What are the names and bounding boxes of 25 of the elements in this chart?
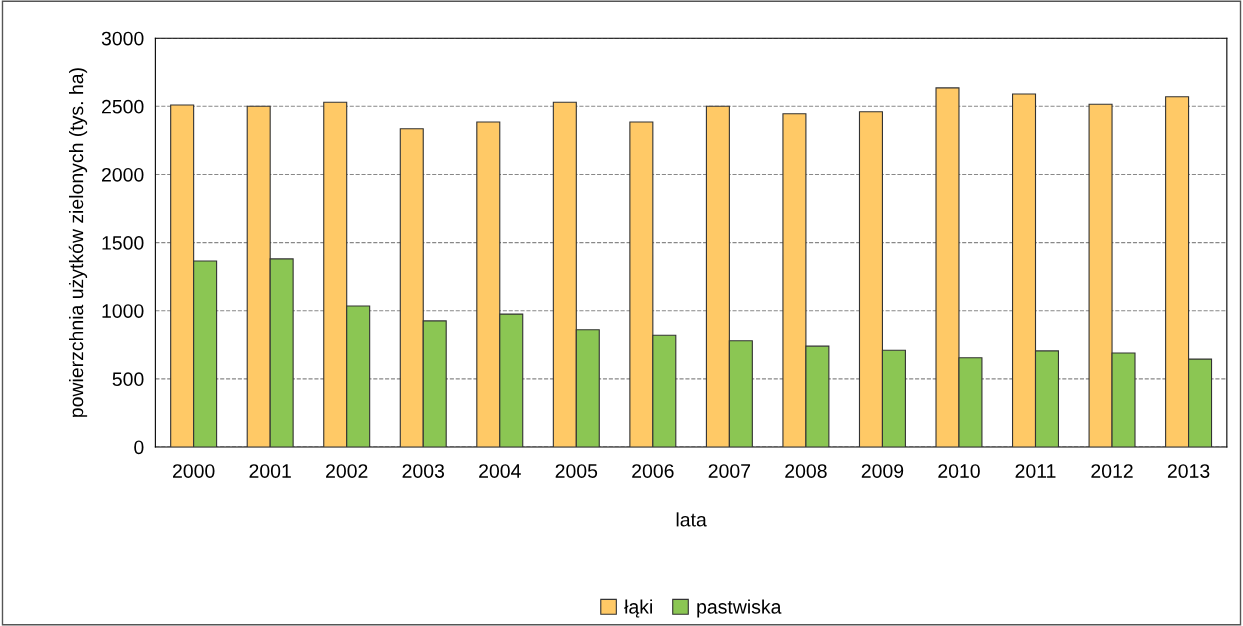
y-tick-label: 1500 <box>102 236 144 250</box>
x-tick-label: 2005 <box>555 464 598 478</box>
x-tick-label: 2010 <box>938 464 980 478</box>
y-tick-label: 500 <box>112 372 144 387</box>
legend-label: łąki <box>624 599 652 618</box>
y-tick-label: 1000 <box>102 304 144 318</box>
legend-label: pastwiska <box>697 599 782 618</box>
y-tick-label: 2500 <box>101 99 144 114</box>
y-tick-label: 2000 <box>101 167 144 182</box>
x-tick-label: 2002 <box>326 464 368 478</box>
x-tick-label: 2006 <box>632 464 674 478</box>
x-tick-label: 2009 <box>861 464 904 478</box>
x-axis-title: lata <box>676 512 707 527</box>
x-tick-label: 2003 <box>402 464 445 478</box>
x-tick-label: 2000 <box>172 464 215 478</box>
x-tick-label: 2013 <box>1167 464 1210 478</box>
y-tick-label: 0 <box>134 440 144 455</box>
x-tick-label: 2001 <box>249 464 291 478</box>
y-axis-title: powierzchnia użytków zielonych (tys. ha) <box>68 68 88 417</box>
y-tick-label: 3000 <box>101 31 144 46</box>
x-tick-label: 2012 <box>1091 464 1133 478</box>
x-tick-label: 2004 <box>479 464 521 478</box>
x-tick-label: 2011 <box>1015 464 1056 478</box>
x-tick-label: 2008 <box>785 464 827 478</box>
x-tick-label: 2007 <box>708 464 751 478</box>
